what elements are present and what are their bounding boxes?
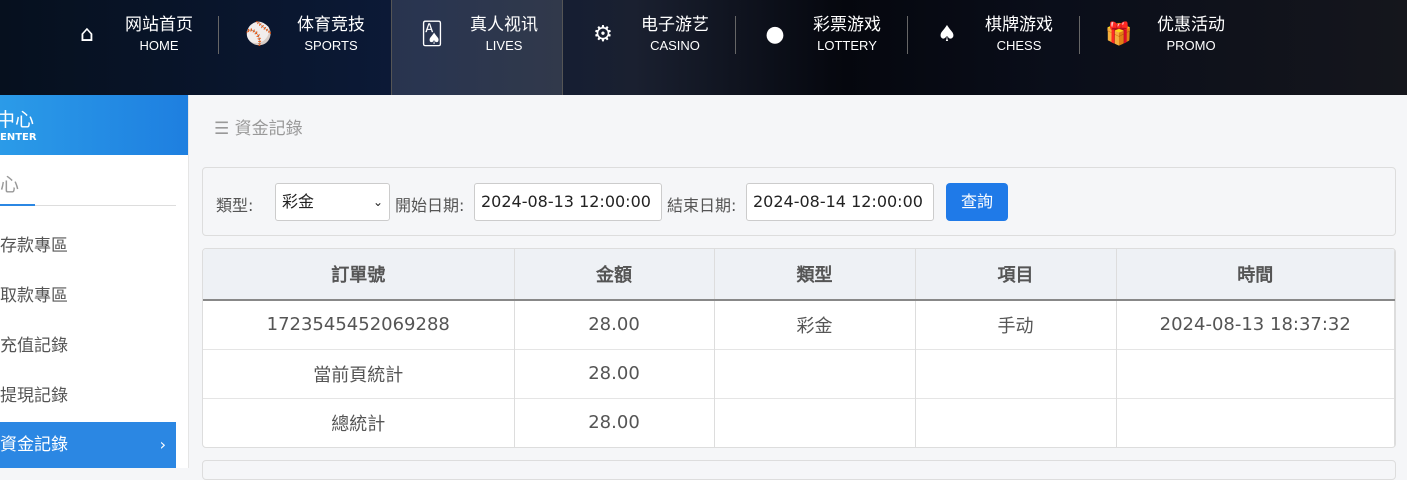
end-date-label: 結束日期: [667,196,737,215]
cell [1116,348,1395,398]
sidebar-item-label: 提現記錄 [0,386,68,406]
sidebar-item-recharge-records[interactable]: 充值記錄 [0,323,176,369]
chevron-down-icon: ⌄ [372,195,383,209]
cell [914,348,1117,398]
pagination-panel [202,460,1396,480]
cell: 28.00 [514,397,715,447]
spade-icon: ♠ [937,22,957,47]
sidebar-item-label: 資金記錄 [0,435,68,455]
cell: 當前頁統計 [203,348,515,398]
cell: 手动 [914,299,1117,349]
sidebar-title: 中心 [0,109,35,131]
nav-label: 棋牌游戏 [985,15,1053,35]
sidebar-item-label: 取款專區 [0,286,68,306]
end-date-input[interactable]: 2024-08-14 12:00:00 [746,183,934,221]
cards-icon: 🂡 [420,22,444,47]
balls-icon: ● [765,22,785,47]
nav-sports[interactable]: ⚾ 体育竞技 SPORTS [219,0,391,95]
nav-sublabel: HOME [139,38,179,53]
col-amount: 金額 [514,249,715,301]
breadcrumb: ☰ 資金記錄 [214,114,303,139]
cell [714,397,916,447]
top-navigation: ⌂ 网站首页 HOME ⚾ 体育竞技 SPORTS 🂡 真人视讯 LIVES ⚙ 电子游艺 CA… [0,0,1407,95]
table-row: 1723545452069288 28.00 彩金 手动 2024-08-13 18:3… [203,299,1395,349]
sidebar-item-withdraw[interactable]: 取款專區 [0,273,176,319]
query-button[interactable]: 查詢 [946,183,1008,221]
nav-promo[interactable]: 🎁 优惠活动 PROMO [1079,0,1251,95]
type-select[interactable]: 彩金 ⌄ [275,183,390,221]
ball-icon: ⚾ [245,22,273,47]
nav-sublabel: CHESS [996,38,1042,53]
nav-label: 彩票游戏 [813,15,881,35]
table-row-grand-total: 總統計 28.00 [203,397,1395,447]
nav-lives[interactable]: 🂡 真人视讯 LIVES [391,0,563,95]
start-date-label: 開始日期: [395,196,465,215]
cell [914,397,1117,447]
cell: 28.00 [514,348,715,398]
sidebar-item-deposit[interactable]: 存款專區 [0,223,176,269]
sidebar-item-label: 充值記錄 [0,336,68,356]
sidebar-header: 中心 ENTER [0,95,188,155]
nav-sublabel: SPORTS [304,38,358,53]
table-header: 訂單號 金額 類型 項目 時間 [203,249,1395,301]
nav-chess[interactable]: ♠ 棋牌游戏 CHESS [907,0,1079,95]
sidebar-tab[interactable]: 心 [0,174,20,196]
sidebar-item-withdraw-records[interactable]: 提現記錄 [0,373,176,419]
filter-bar: 類型: 彩金 ⌄ 開始日期: 2024-08-13 12:00:00 結束日期: … [202,167,1396,236]
sidebar-subtitle: ENTER [0,132,37,143]
nav-lottery[interactable]: ● 彩票游戏 LOTTERY [735,0,907,95]
cell [714,348,916,398]
sidebar-item-fund-records[interactable]: 資金記錄 › [0,422,176,468]
table-row-page-total: 當前頁統計 28.00 [203,348,1395,398]
nav-label: 真人视讯 [470,15,538,35]
start-date-input[interactable]: 2024-08-13 12:00:00 [474,183,662,221]
nav-sublabel: LOTTERY [817,38,877,53]
nav-label: 网站首页 [125,15,193,35]
menu-icon: ☰ [214,119,230,139]
nav-home[interactable]: ⌂ 网站首页 HOME [47,0,219,95]
nav-sublabel: CASINO [650,38,700,53]
nav-label: 优惠活动 [1157,15,1225,35]
nav-sublabel: LIVES [485,38,523,53]
nav-casino[interactable]: ⚙ 电子游艺 CASINO [563,0,735,95]
col-order-no: 訂單號 [203,249,515,301]
records-table: 訂單號 金額 類型 項目 時間 1723545452069288 28.00 彩金手… [202,248,1396,448]
cell: 彩金 [714,299,916,349]
breadcrumb-label: 資金記錄 [234,119,303,139]
cell [1116,397,1395,447]
cell: 總統計 [203,397,515,447]
sidebar: 中心 ENTER 心 存款專區 取款專區 充值記錄 提現記錄 資金記錄 › [0,95,189,468]
sidebar-item-label: 存款專區 [0,236,68,256]
col-item: 項目 [914,249,1117,301]
type-label: 類型: [216,196,254,215]
cell: 2024-08-13 18:37:32 [1116,299,1395,349]
roulette-icon: ⚙ [593,22,613,47]
nav-label: 电子游艺 [641,15,709,35]
gift-icon: 🎁 [1105,22,1133,47]
type-select-value: 彩金 [282,192,315,211]
nav-sublabel: PROMO [1166,38,1216,53]
col-type: 類型 [714,249,916,301]
col-time: 時間 [1116,249,1395,301]
nav-label: 体育竞技 [297,15,365,35]
home-icon: ⌂ [80,22,94,47]
cell: 1723545452069288 [203,299,515,349]
cell: 28.00 [514,299,715,349]
chevron-right-icon: › [159,435,166,454]
